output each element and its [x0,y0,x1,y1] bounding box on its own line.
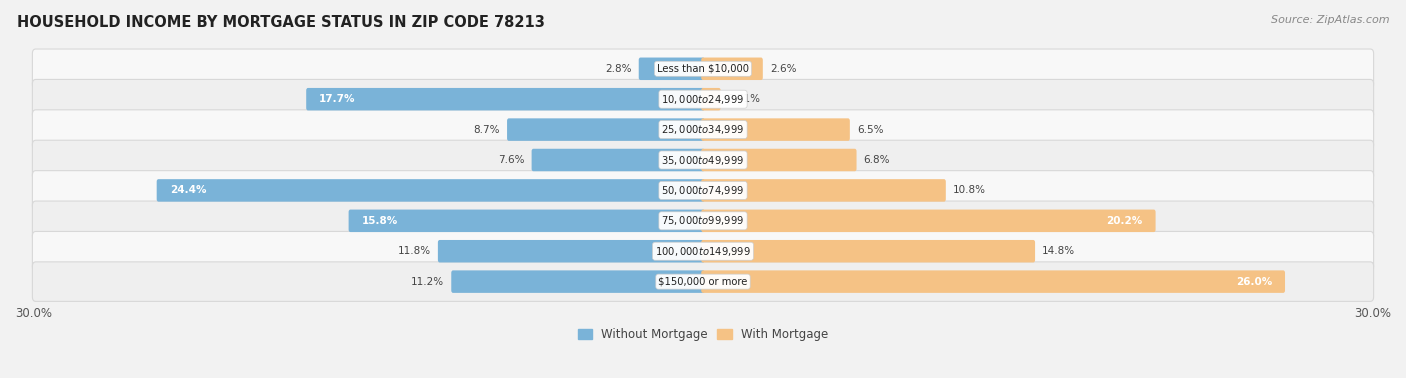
FancyBboxPatch shape [349,209,704,232]
FancyBboxPatch shape [702,179,946,201]
FancyBboxPatch shape [32,110,1374,149]
FancyBboxPatch shape [307,88,704,110]
FancyBboxPatch shape [32,140,1374,180]
Text: 11.2%: 11.2% [411,277,444,287]
FancyBboxPatch shape [702,240,1035,262]
FancyBboxPatch shape [508,118,704,141]
Text: 26.0%: 26.0% [1236,277,1272,287]
FancyBboxPatch shape [32,79,1374,119]
Text: 24.4%: 24.4% [170,186,207,195]
Text: 8.7%: 8.7% [474,125,501,135]
FancyBboxPatch shape [702,88,721,110]
Text: 7.6%: 7.6% [498,155,524,165]
FancyBboxPatch shape [702,209,1156,232]
Text: $35,000 to $49,999: $35,000 to $49,999 [661,153,745,166]
FancyBboxPatch shape [702,118,849,141]
Text: 20.2%: 20.2% [1107,216,1143,226]
FancyBboxPatch shape [32,231,1374,271]
FancyBboxPatch shape [437,240,704,262]
FancyBboxPatch shape [156,179,704,201]
Text: $75,000 to $99,999: $75,000 to $99,999 [661,214,745,227]
Text: 15.8%: 15.8% [361,216,398,226]
FancyBboxPatch shape [32,262,1374,301]
Text: 10.8%: 10.8% [953,186,986,195]
FancyBboxPatch shape [702,270,1285,293]
Text: HOUSEHOLD INCOME BY MORTGAGE STATUS IN ZIP CODE 78213: HOUSEHOLD INCOME BY MORTGAGE STATUS IN Z… [17,15,544,30]
Text: 14.8%: 14.8% [1042,246,1076,256]
Legend: Without Mortgage, With Mortgage: Without Mortgage, With Mortgage [578,328,828,341]
Text: 11.8%: 11.8% [398,246,430,256]
Text: 6.5%: 6.5% [858,125,883,135]
Text: $100,000 to $149,999: $100,000 to $149,999 [655,245,751,258]
Text: $50,000 to $74,999: $50,000 to $74,999 [661,184,745,197]
FancyBboxPatch shape [32,170,1374,210]
Text: $10,000 to $24,999: $10,000 to $24,999 [661,93,745,106]
Text: $150,000 or more: $150,000 or more [658,277,748,287]
Text: 0.71%: 0.71% [728,94,761,104]
Text: 6.8%: 6.8% [863,155,890,165]
FancyBboxPatch shape [32,49,1374,88]
Text: Less than $10,000: Less than $10,000 [657,64,749,74]
Text: Source: ZipAtlas.com: Source: ZipAtlas.com [1271,15,1389,25]
FancyBboxPatch shape [451,270,704,293]
FancyBboxPatch shape [702,57,763,80]
Text: $25,000 to $34,999: $25,000 to $34,999 [661,123,745,136]
Text: 2.6%: 2.6% [770,64,796,74]
FancyBboxPatch shape [531,149,704,171]
FancyBboxPatch shape [702,149,856,171]
FancyBboxPatch shape [638,57,704,80]
Text: 2.8%: 2.8% [605,64,631,74]
FancyBboxPatch shape [32,201,1374,240]
Text: 17.7%: 17.7% [319,94,356,104]
